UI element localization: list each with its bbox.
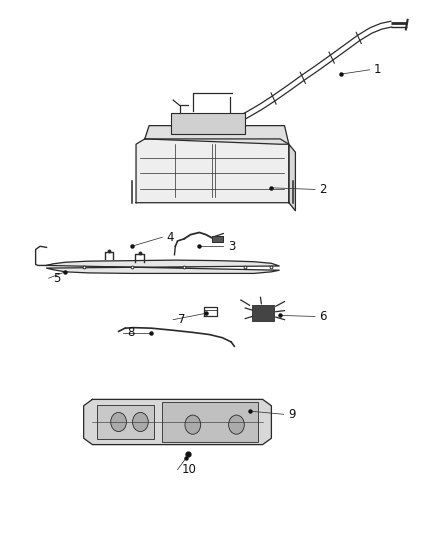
Text: 9: 9 — [288, 408, 296, 421]
Polygon shape — [84, 399, 272, 445]
Circle shape — [133, 413, 148, 432]
Text: 10: 10 — [182, 463, 197, 476]
Polygon shape — [171, 114, 245, 134]
Text: 8: 8 — [127, 326, 135, 340]
Text: 2: 2 — [319, 183, 327, 196]
Polygon shape — [162, 402, 258, 442]
Polygon shape — [46, 260, 279, 273]
Circle shape — [111, 413, 127, 432]
Polygon shape — [289, 144, 295, 211]
Text: 6: 6 — [319, 310, 327, 323]
Text: 4: 4 — [166, 231, 174, 244]
Text: 5: 5 — [53, 272, 60, 285]
Text: 7: 7 — [177, 313, 185, 326]
Polygon shape — [136, 139, 289, 203]
Circle shape — [185, 415, 201, 434]
Text: 3: 3 — [228, 240, 235, 253]
Circle shape — [229, 415, 244, 434]
Polygon shape — [252, 305, 274, 321]
Polygon shape — [212, 236, 223, 241]
Polygon shape — [145, 126, 289, 144]
Text: 1: 1 — [374, 63, 381, 76]
Polygon shape — [97, 405, 153, 439]
